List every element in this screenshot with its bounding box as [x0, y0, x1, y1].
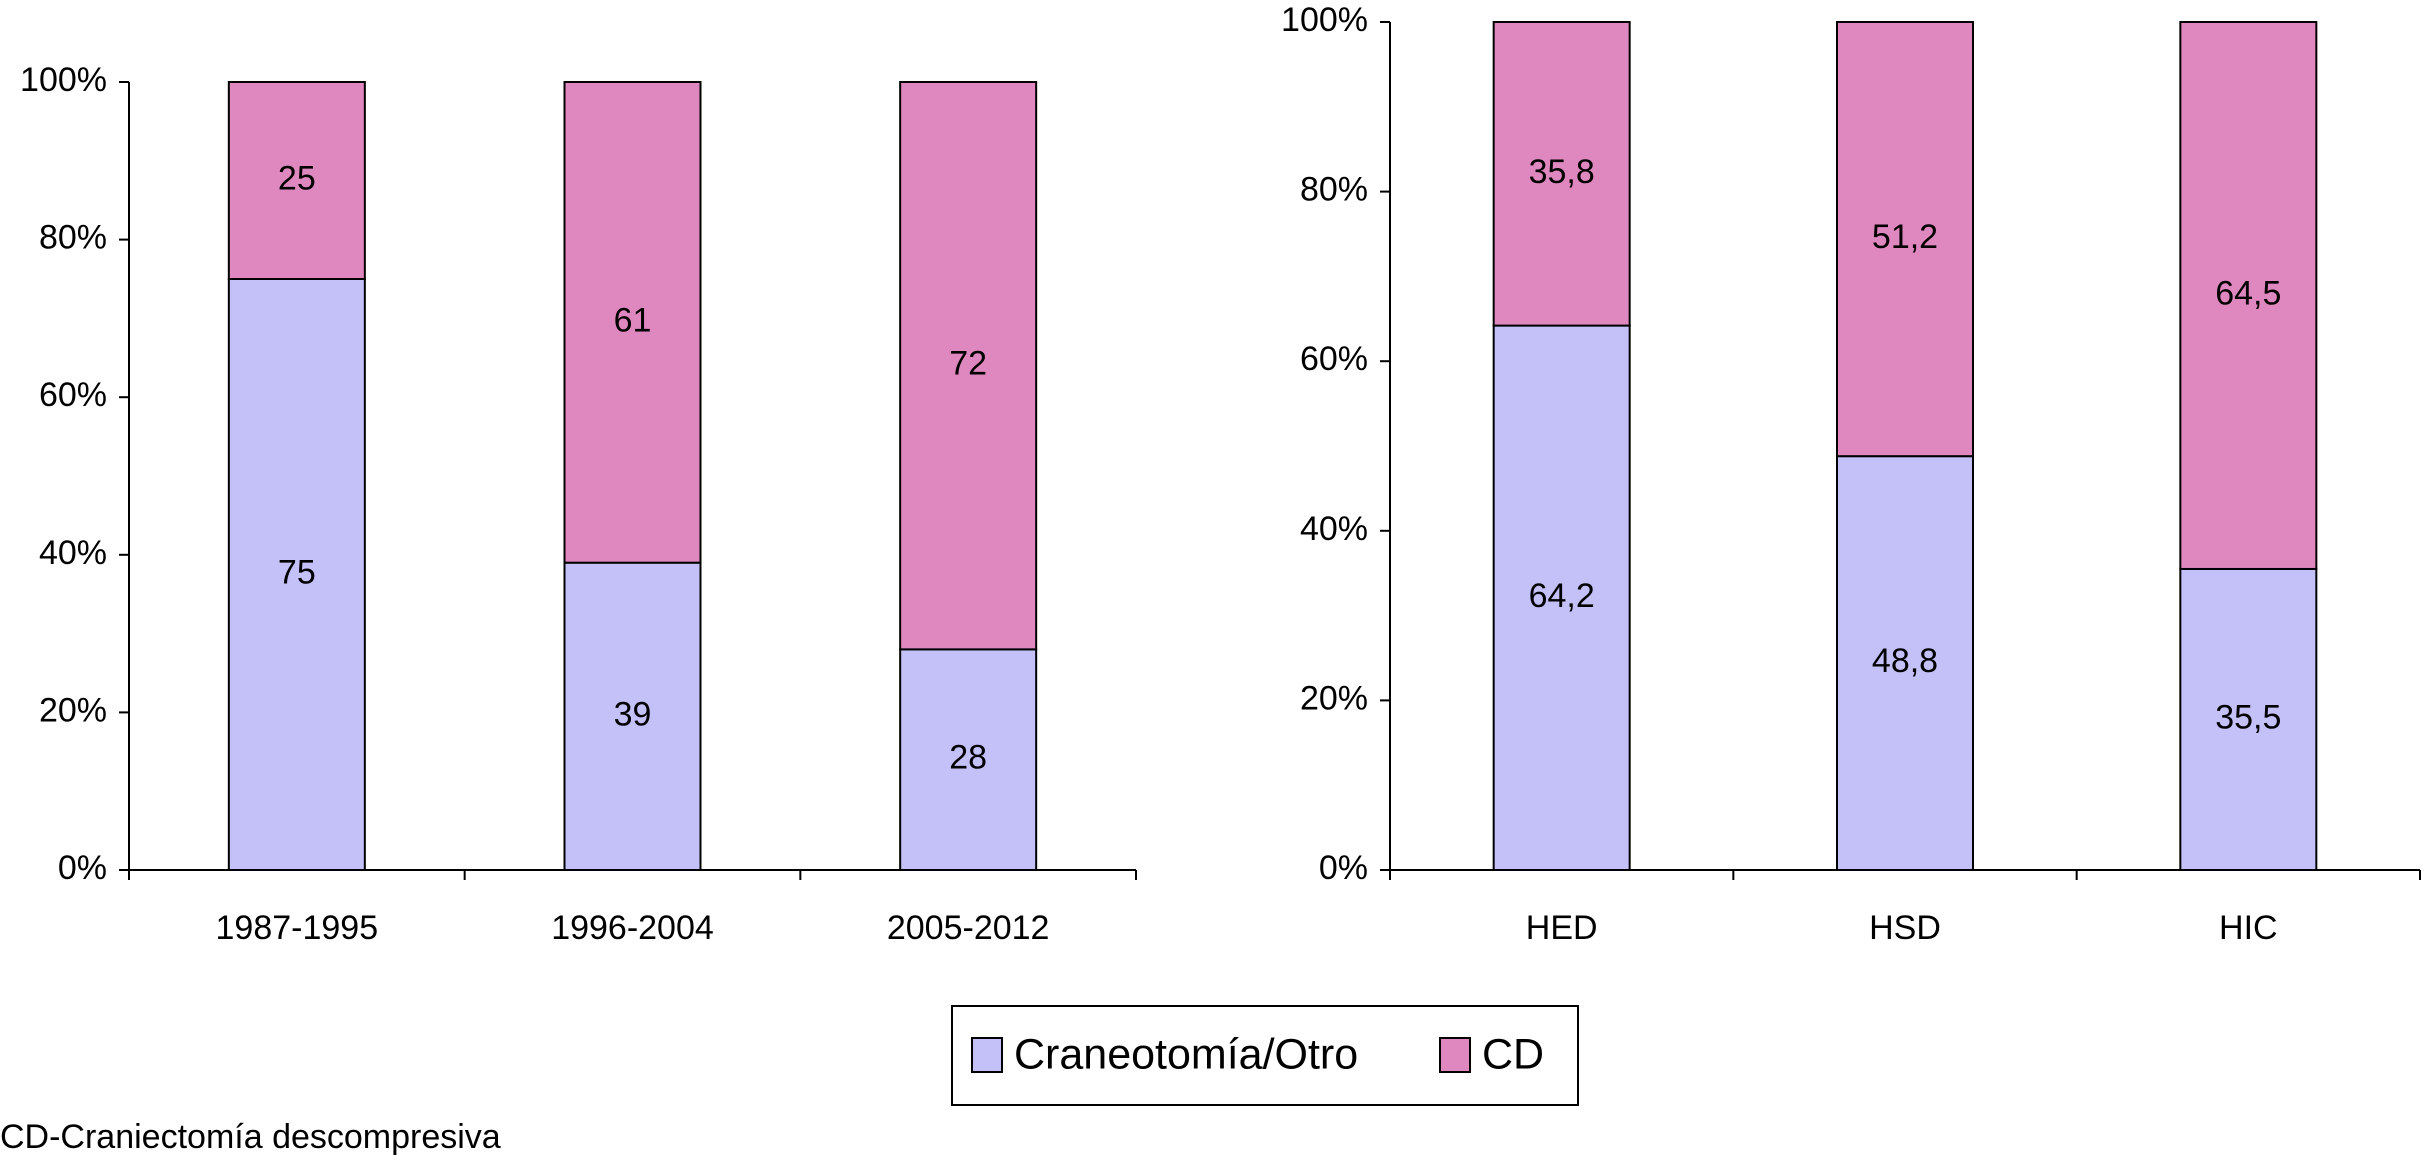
bar-segment: [899, 648, 1038, 871]
y-tick-label: 60%: [1300, 340, 1368, 378]
y-tick-label: 0%: [1319, 849, 1368, 887]
data-label: 35,8: [1529, 153, 1595, 191]
bar-segment: [1492, 21, 1631, 327]
y-tick-label: 20%: [1300, 679, 1368, 717]
y-tick-label: 100%: [1281, 1, 1368, 39]
bar-segment: [2179, 21, 2318, 570]
data-label: 39: [614, 695, 652, 733]
data-label: 64,5: [2215, 274, 2281, 312]
data-label: 51,2: [1872, 218, 1938, 256]
bar-segment: [227, 278, 366, 871]
y-tick-label: 80%: [1300, 171, 1368, 209]
y-tick-label: 20%: [39, 691, 107, 729]
x-tick-label: 1987-1995: [216, 909, 379, 947]
x-tick-label: HED: [1526, 909, 1598, 947]
footnote: CD-Craniectomía descompresiva: [0, 1118, 501, 1156]
y-tick-label: 0%: [58, 849, 107, 887]
bar-segment: [1836, 21, 1974, 458]
data-label: 25: [278, 159, 316, 197]
bar-segment: [563, 81, 702, 564]
legend-label: Craneotomía/Otro: [1014, 1030, 1358, 1078]
x-tick-label: 2005-2012: [887, 909, 1050, 947]
y-tick-label: 100%: [20, 61, 107, 99]
legend-label: CD: [1482, 1030, 1544, 1078]
bar-segment: [899, 81, 1038, 651]
x-tick-label: HSD: [1869, 909, 1941, 947]
data-label: 72: [949, 345, 987, 383]
data-label: 35,5: [2215, 698, 2281, 736]
x-tick-label: 1996-2004: [551, 909, 714, 947]
y-tick-label: 40%: [1300, 510, 1368, 548]
bar-segment: [2179, 567, 2318, 872]
x-tick-label: HIC: [2219, 909, 2278, 947]
legend-swatch: [971, 1037, 1003, 1073]
data-label: 61: [614, 301, 652, 339]
y-tick-label: 40%: [39, 534, 107, 572]
y-tick-label: 80%: [39, 219, 107, 257]
bar-segment: [227, 81, 366, 280]
data-label: 64,2: [1529, 577, 1595, 615]
data-label: 75: [278, 553, 316, 591]
data-label: 28: [949, 739, 987, 777]
legend-swatch: [1439, 1037, 1471, 1073]
bar-segment: [1492, 324, 1631, 872]
legend-box: [951, 1005, 1579, 1106]
data-label: 48,8: [1872, 642, 1938, 680]
y-tick-label: 60%: [39, 376, 107, 414]
